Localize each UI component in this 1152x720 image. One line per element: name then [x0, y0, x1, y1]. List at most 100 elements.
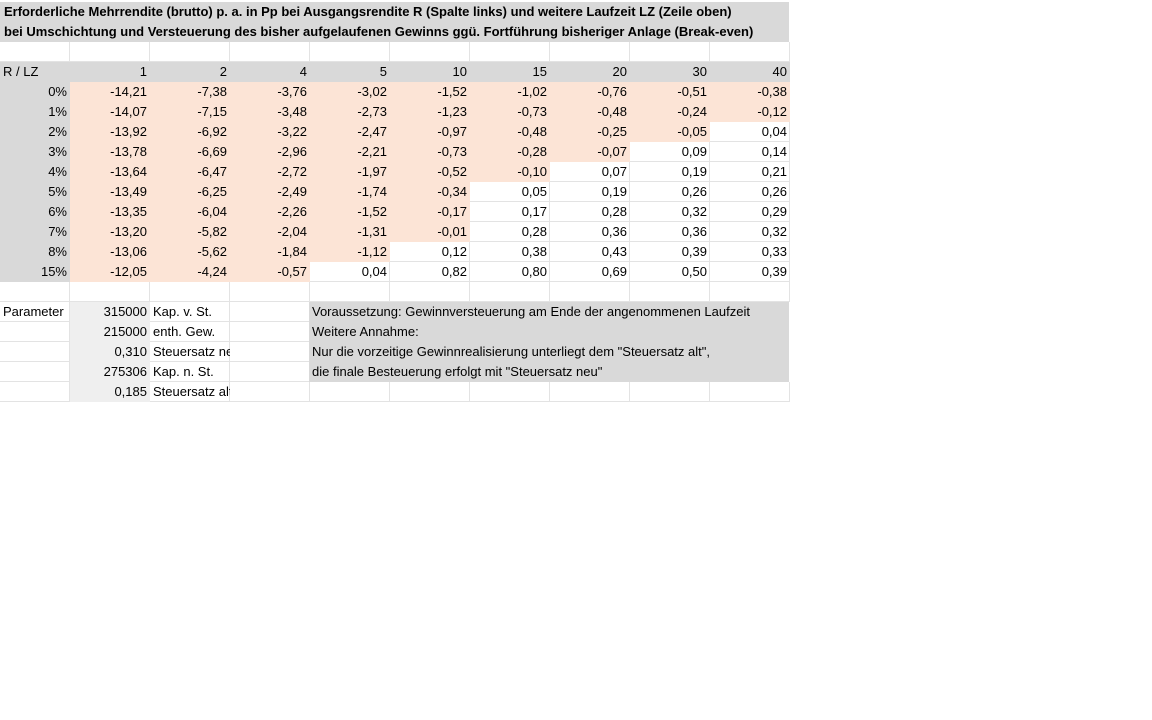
lz-header-cell[interactable]: 40 — [710, 62, 790, 82]
value-cell[interactable]: 0,29 — [710, 202, 790, 222]
value-cell[interactable]: -1,97 — [310, 162, 390, 182]
empty-cell[interactable] — [230, 382, 310, 402]
parameter-name-cell[interactable]: Steuersatz neu — [150, 342, 240, 362]
empty-cell[interactable] — [310, 42, 390, 62]
value-cell[interactable]: -2,49 — [230, 182, 310, 202]
empty-cell[interactable] — [0, 42, 70, 62]
value-cell[interactable]: -1,84 — [230, 242, 310, 262]
empty-cell[interactable] — [230, 342, 310, 362]
value-cell[interactable]: -0,48 — [470, 122, 550, 142]
empty-cell[interactable] — [0, 362, 70, 382]
value-cell[interactable]: 0,09 — [630, 142, 710, 162]
rate-label-cell[interactable]: 4% — [0, 162, 70, 182]
value-cell[interactable]: 0,38 — [470, 242, 550, 262]
rate-label-cell[interactable]: 0% — [0, 82, 70, 102]
value-cell[interactable]: 0,14 — [710, 142, 790, 162]
empty-cell[interactable] — [150, 42, 230, 62]
value-cell[interactable]: -13,35 — [70, 202, 150, 222]
empty-cell[interactable] — [390, 42, 470, 62]
value-cell[interactable]: -0,52 — [390, 162, 470, 182]
parameter-value-cell[interactable]: 0,310 — [70, 342, 150, 362]
value-cell[interactable]: -2,04 — [230, 222, 310, 242]
value-cell[interactable]: 0,36 — [550, 222, 630, 242]
value-cell[interactable]: 0,82 — [390, 262, 470, 282]
value-cell[interactable]: -7,15 — [150, 102, 230, 122]
empty-cell[interactable] — [70, 42, 150, 62]
empty-cell[interactable] — [230, 302, 310, 322]
lz-header-cell[interactable]: 5 — [310, 62, 390, 82]
value-cell[interactable]: -0,73 — [390, 142, 470, 162]
lz-header-cell[interactable]: 15 — [470, 62, 550, 82]
value-cell[interactable]: -0,34 — [390, 182, 470, 202]
value-cell[interactable]: -13,06 — [70, 242, 150, 262]
value-cell[interactable]: -13,78 — [70, 142, 150, 162]
rate-label-cell[interactable]: 2% — [0, 122, 70, 142]
value-cell[interactable]: -0,07 — [550, 142, 630, 162]
empty-cell[interactable] — [230, 282, 310, 302]
empty-cell[interactable] — [0, 282, 70, 302]
value-cell[interactable]: -7,38 — [150, 82, 230, 102]
empty-cell[interactable] — [550, 42, 630, 62]
empty-cell[interactable] — [710, 42, 790, 62]
corner-label-cell[interactable]: R / LZ — [0, 62, 70, 82]
value-cell[interactable]: -0,24 — [630, 102, 710, 122]
empty-cell[interactable] — [0, 382, 70, 402]
value-cell[interactable]: 0,39 — [630, 242, 710, 262]
empty-cell[interactable] — [70, 282, 150, 302]
rate-label-cell[interactable]: 15% — [0, 262, 70, 282]
value-cell[interactable]: -0,17 — [390, 202, 470, 222]
parameter-name-cell[interactable]: Steuersatz alt — [150, 382, 233, 402]
title-line-1[interactable]: Erforderliche Mehrrendite (brutto) p. a.… — [0, 2, 789, 22]
empty-cell[interactable] — [390, 382, 470, 402]
value-cell[interactable]: -0,51 — [630, 82, 710, 102]
value-cell[interactable]: 0,50 — [630, 262, 710, 282]
value-cell[interactable]: -13,49 — [70, 182, 150, 202]
value-cell[interactable]: -1,02 — [470, 82, 550, 102]
value-cell[interactable]: 0,12 — [390, 242, 470, 262]
value-cell[interactable]: 0,19 — [550, 182, 630, 202]
value-cell[interactable]: -14,21 — [70, 82, 150, 102]
value-cell[interactable]: 0,33 — [710, 242, 790, 262]
value-cell[interactable]: -0,57 — [230, 262, 310, 282]
value-cell[interactable]: -2,72 — [230, 162, 310, 182]
parameter-value-cell[interactable]: 315000 — [70, 302, 150, 322]
rate-label-cell[interactable]: 6% — [0, 202, 70, 222]
value-cell[interactable]: -0,05 — [630, 122, 710, 142]
value-cell[interactable]: 0,28 — [550, 202, 630, 222]
rate-label-cell[interactable]: 5% — [0, 182, 70, 202]
value-cell[interactable]: 0,07 — [550, 162, 630, 182]
value-cell[interactable]: 0,69 — [550, 262, 630, 282]
value-cell[interactable]: -0,73 — [470, 102, 550, 122]
value-cell[interactable]: 0,19 — [630, 162, 710, 182]
value-cell[interactable]: -13,20 — [70, 222, 150, 242]
lz-header-cell[interactable]: 4 — [230, 62, 310, 82]
rate-label-cell[interactable]: 3% — [0, 142, 70, 162]
empty-cell[interactable] — [550, 282, 630, 302]
value-cell[interactable]: 0,21 — [710, 162, 790, 182]
empty-cell[interactable] — [0, 322, 70, 342]
rate-label-cell[interactable]: 7% — [0, 222, 70, 242]
empty-cell[interactable] — [230, 322, 310, 342]
parameter-name-cell[interactable]: Kap. n. St. — [150, 362, 230, 382]
empty-cell[interactable] — [0, 342, 70, 362]
empty-cell[interactable] — [150, 282, 230, 302]
rate-label-cell[interactable]: 1% — [0, 102, 70, 122]
empty-cell[interactable] — [470, 42, 550, 62]
value-cell[interactable]: -6,04 — [150, 202, 230, 222]
parameter-value-cell[interactable]: 215000 — [70, 322, 150, 342]
value-cell[interactable]: 0,32 — [710, 222, 790, 242]
value-cell[interactable]: -0,01 — [390, 222, 470, 242]
lz-header-cell[interactable]: 20 — [550, 62, 630, 82]
parameter-value-cell[interactable]: 0,185 — [70, 382, 150, 402]
value-cell[interactable]: -0,12 — [710, 102, 790, 122]
value-cell[interactable]: 0,17 — [470, 202, 550, 222]
empty-cell[interactable] — [470, 282, 550, 302]
value-cell[interactable]: -3,22 — [230, 122, 310, 142]
value-cell[interactable]: 0,39 — [710, 262, 790, 282]
lz-header-cell[interactable]: 30 — [630, 62, 710, 82]
value-cell[interactable]: -1,52 — [390, 82, 470, 102]
parameter-label-cell[interactable]: Parameter — [0, 302, 70, 322]
value-cell[interactable]: -0,25 — [550, 122, 630, 142]
value-cell[interactable]: -6,92 — [150, 122, 230, 142]
value-cell[interactable]: 0,36 — [630, 222, 710, 242]
